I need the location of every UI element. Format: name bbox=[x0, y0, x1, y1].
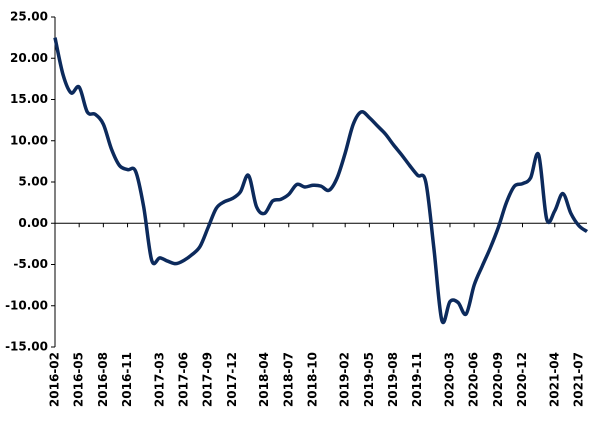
x-tick-label: 2018-04 bbox=[257, 352, 271, 407]
x-tick-label: 2019-08 bbox=[386, 352, 400, 407]
x-tick-label: 2021-04 bbox=[547, 352, 561, 407]
y-tick-label: 15.00 bbox=[10, 92, 48, 106]
x-tick-label: 2020-03 bbox=[442, 352, 456, 407]
x-tick-label: 2018-10 bbox=[305, 352, 319, 407]
x-tick-label: 2019-05 bbox=[362, 352, 376, 407]
y-tick-label: -10.00 bbox=[5, 298, 48, 312]
x-tick-label: 2021-07 bbox=[571, 352, 585, 407]
x-tick-label: 2020-06 bbox=[467, 352, 481, 407]
y-tick-label: -5.00 bbox=[13, 257, 48, 271]
x-tick-label: 2019-11 bbox=[410, 352, 424, 407]
x-tick-label: 2016-08 bbox=[96, 352, 110, 407]
x-tick-label: 2017-03 bbox=[152, 352, 166, 407]
x-tick-label: 2016-11 bbox=[120, 352, 134, 407]
y-tick-label: 5.00 bbox=[18, 175, 48, 189]
x-tick-label: 2020-12 bbox=[515, 352, 529, 407]
y-tick-label: 20.00 bbox=[10, 51, 48, 65]
x-tick-label: 2018-07 bbox=[281, 352, 295, 407]
x-tick-label: 2016-05 bbox=[72, 352, 86, 407]
x-tick-label: 2019-02 bbox=[338, 352, 352, 407]
x-tick-label: 2020-09 bbox=[491, 352, 505, 407]
x-tick-label: 2017-12 bbox=[225, 352, 239, 407]
x-tick-label: 2016-02 bbox=[48, 352, 62, 407]
x-tick-label: 2017-09 bbox=[201, 352, 215, 407]
y-tick-label: 10.00 bbox=[10, 133, 48, 147]
y-tick-label: 25.00 bbox=[10, 10, 48, 24]
x-tick-label: 2017-06 bbox=[176, 352, 190, 407]
y-tick-label: 0.00 bbox=[18, 216, 48, 230]
data-line bbox=[53, 37, 589, 325]
y-tick-label: -15.00 bbox=[5, 340, 48, 354]
